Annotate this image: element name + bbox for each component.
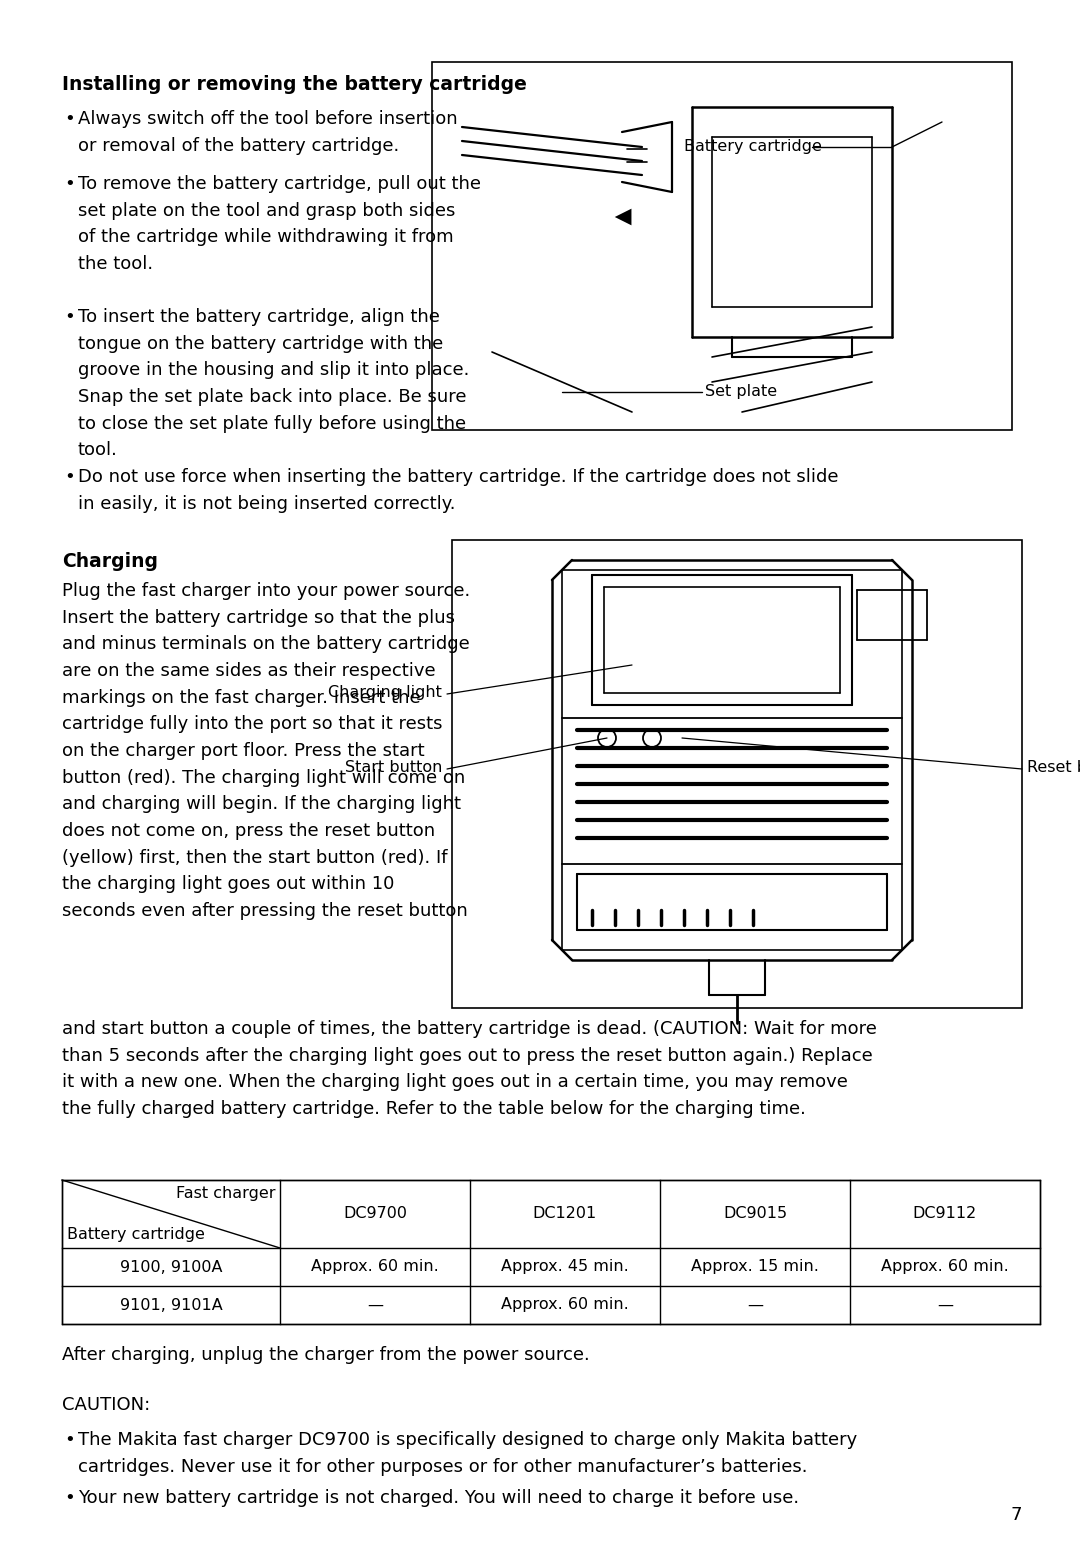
Text: —: — — [937, 1297, 953, 1313]
Text: 9101, 9101A: 9101, 9101A — [120, 1297, 222, 1313]
Text: CAUTION:: CAUTION: — [62, 1396, 150, 1415]
Text: Approx. 15 min.: Approx. 15 min. — [691, 1260, 819, 1274]
Text: —: — — [367, 1297, 383, 1313]
Text: Charging: Charging — [62, 552, 158, 570]
Text: Charging light: Charging light — [328, 685, 442, 700]
Text: Always switch off the tool before insertion
or removal of the battery cartridge.: Always switch off the tool before insert… — [78, 110, 458, 155]
Text: Start button: Start button — [345, 761, 442, 775]
Text: •: • — [64, 175, 75, 193]
Text: Battery cartridge: Battery cartridge — [684, 139, 822, 155]
Bar — [453, 540, 1022, 1008]
Text: Your new battery cartridge is not charged. You will need to charge it before use: Your new battery cartridge is not charge… — [78, 1489, 799, 1507]
Text: 7: 7 — [1011, 1506, 1022, 1524]
Text: Approx. 60 min.: Approx. 60 min. — [501, 1297, 629, 1313]
Text: DC1201: DC1201 — [532, 1206, 597, 1221]
Text: Approx. 45 min.: Approx. 45 min. — [501, 1260, 629, 1274]
Text: •: • — [64, 468, 75, 485]
Text: Set plate: Set plate — [705, 383, 778, 399]
Text: Battery cartridge: Battery cartridge — [67, 1228, 205, 1241]
Text: DC9700: DC9700 — [343, 1206, 407, 1221]
Text: Plug the fast charger into your power source.
Insert the battery cartridge so th: Plug the fast charger into your power so… — [62, 581, 470, 920]
Text: •: • — [64, 1432, 75, 1449]
Text: Installing or removing the battery cartridge: Installing or removing the battery cartr… — [62, 76, 527, 94]
Text: The Makita fast charger DC9700 is specifically designed to charge only Makita ba: The Makita fast charger DC9700 is specif… — [78, 1432, 858, 1476]
Text: To remove the battery cartridge, pull out the
set plate on the tool and grasp bo: To remove the battery cartridge, pull ou… — [78, 175, 481, 274]
Text: Do not use force when inserting the battery cartridge. If the cartridge does not: Do not use force when inserting the batt… — [78, 468, 838, 513]
Text: DC9015: DC9015 — [723, 1206, 787, 1221]
Bar — [432, 62, 1012, 430]
Text: •: • — [64, 1489, 75, 1507]
Text: •: • — [64, 308, 75, 326]
Text: Fast charger: Fast charger — [175, 1186, 275, 1201]
Text: 9100, 9100A: 9100, 9100A — [120, 1260, 222, 1274]
Text: To insert the battery cartridge, align the
tongue on the battery cartridge with : To insert the battery cartridge, align t… — [78, 308, 470, 459]
Text: and start button a couple of times, the battery cartridge is dead. (CAUTION: Wai: and start button a couple of times, the … — [62, 1020, 877, 1118]
Text: Approx. 60 min.: Approx. 60 min. — [881, 1260, 1009, 1274]
Text: Approx. 60 min.: Approx. 60 min. — [311, 1260, 438, 1274]
Bar — [62, 1180, 1040, 1323]
Text: —: — — [747, 1297, 762, 1313]
Text: Reset button: Reset button — [1027, 761, 1080, 775]
Text: After charging, unplug the charger from the power source.: After charging, unplug the charger from … — [62, 1347, 590, 1364]
Text: DC9112: DC9112 — [913, 1206, 977, 1221]
Text: •: • — [64, 110, 75, 128]
